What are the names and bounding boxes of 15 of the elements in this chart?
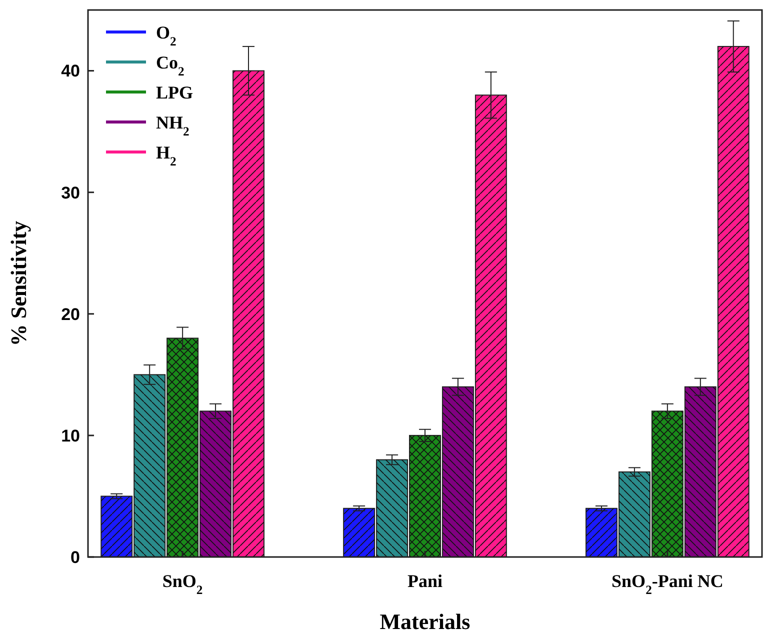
x-tick-label: SnO$_{2}$ bbox=[162, 571, 203, 597]
legend-label: H$_{2}$ bbox=[156, 142, 176, 168]
legend-label: NH$_{2}$ bbox=[156, 112, 190, 138]
y-tick-label: 20 bbox=[61, 304, 80, 324]
y-tick-label: 30 bbox=[61, 183, 80, 202]
y-tick-label: 0 bbox=[70, 548, 80, 567]
legend-label: O$_{2}$ bbox=[156, 22, 176, 48]
legend-label: LPG bbox=[156, 82, 194, 102]
x-tick-label: SnO$_{2}$-Pani NC bbox=[612, 571, 724, 597]
y-axis-title: % Sensitivity bbox=[6, 220, 31, 346]
legend-label: Co$_{2}$ bbox=[156, 52, 184, 78]
y-tick-label: 40 bbox=[61, 62, 80, 81]
x-tick-label: Pani bbox=[407, 571, 443, 591]
x-axis-title: Materials bbox=[380, 609, 471, 634]
y-tick-label: 10 bbox=[61, 426, 80, 446]
